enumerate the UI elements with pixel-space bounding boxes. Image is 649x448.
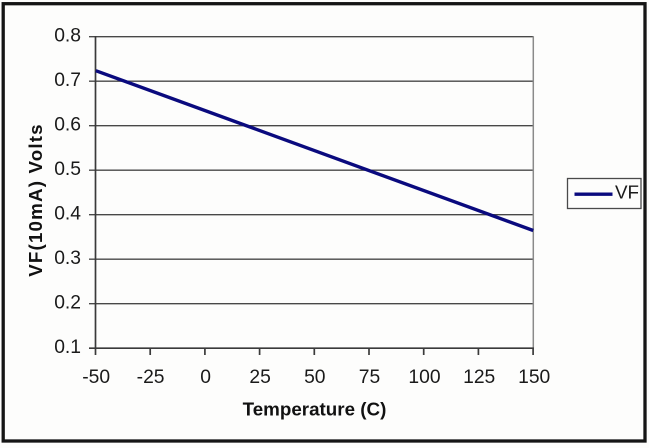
svg-text:0.6: 0.6 [54,114,81,135]
svg-text:0: 0 [200,367,211,388]
svg-text:150: 150 [518,367,550,388]
svg-text:0.2: 0.2 [54,292,81,313]
svg-text:75: 75 [359,367,380,388]
svg-text:Temperature (C): Temperature (C) [243,398,387,419]
svg-text:0.4: 0.4 [54,203,81,224]
svg-text:VF: VF [615,182,639,203]
svg-text:-25: -25 [137,367,165,388]
svg-text:100: 100 [408,367,440,388]
svg-text:0.3: 0.3 [54,248,81,269]
svg-text:0.8: 0.8 [54,25,81,46]
svg-text:0.5: 0.5 [54,159,81,180]
svg-text:25: 25 [249,367,270,388]
svg-text:125: 125 [463,367,495,388]
svg-text:0.7: 0.7 [54,70,81,91]
svg-text:-50: -50 [82,367,110,388]
svg-text:50: 50 [304,367,325,388]
svg-text:0.1: 0.1 [54,337,81,358]
svg-text:VF(10mA) Volts: VF(10mA) Volts [25,123,46,277]
